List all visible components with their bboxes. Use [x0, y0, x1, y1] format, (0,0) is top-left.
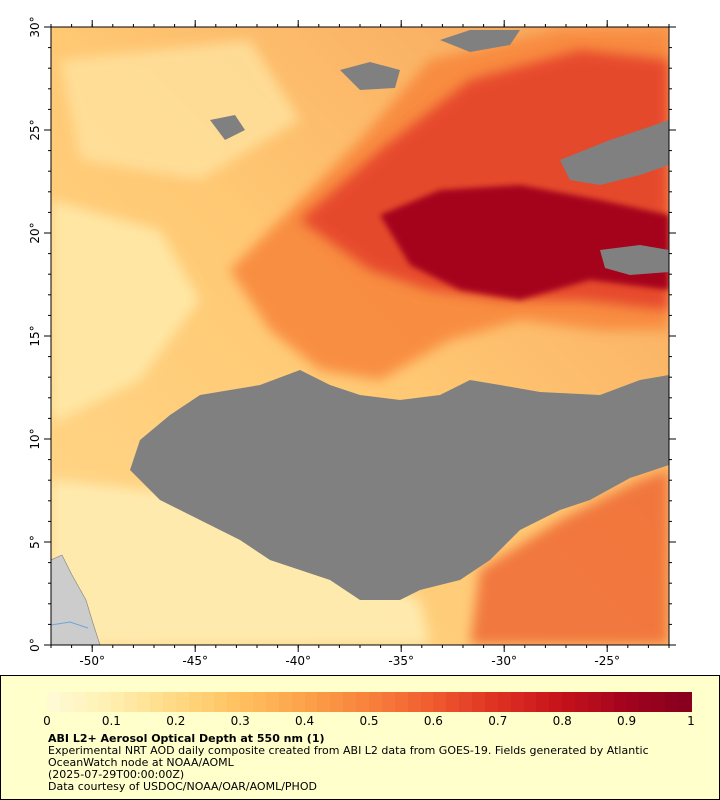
legend-description: Experimental NRT AOD daily composite cre…: [48, 744, 653, 769]
colorbar-bin: [472, 692, 486, 712]
colorbar-bin: [291, 692, 306, 712]
map-frame: 30° 25° 20° 15° 10° 5° 0° -50° -45° -40° -35° -30°…: [28, 16, 676, 668]
colorbar-tick-label: 0.4: [295, 714, 315, 728]
land-region: [51, 554, 101, 645]
colorbar: [47, 692, 692, 712]
colorbar-bin: [562, 692, 576, 712]
legend-date: (2025-07-29T00:00:00Z): [48, 768, 185, 781]
lat-tick-label: 5°: [28, 535, 42, 549]
colorbar-bin: [175, 692, 190, 712]
colorbar-bin: [59, 692, 74, 712]
colorbar-bin: [665, 692, 679, 712]
low-aod-region: [51, 480, 430, 645]
lon-tick-label: -45°: [182, 654, 208, 668]
colorbar-bin: [111, 692, 125, 712]
legend-title: ABI L2+ Aerosol Optical Depth at 550 nm …: [48, 732, 325, 745]
colorbar-tick-label: 0.8: [552, 714, 572, 728]
colorbar-bin: [536, 692, 550, 712]
no-data-region: [340, 62, 400, 90]
colorbar-bin: [72, 692, 87, 712]
aod-field: [51, 27, 669, 645]
colorbar-bin: [150, 692, 164, 712]
colorbar-bin: [47, 692, 61, 712]
colorbar-bin: [85, 692, 100, 712]
colorbar-bin: [188, 692, 203, 712]
colorbar-tick-label: 0.5: [359, 714, 379, 728]
longitude-axis: -50° -45° -40° -35° -30° -25°: [50, 20, 670, 668]
latitude-axis: 30° 25° 20° 15° 10° 5° 0°: [28, 16, 676, 652]
colorbar-bin: [497, 692, 512, 712]
colorbar-bin: [369, 692, 383, 712]
no-data-region: [600, 245, 669, 275]
colorbar-bin: [330, 692, 344, 712]
colorbar-bin: [626, 692, 641, 712]
colorbar-bin: [652, 692, 666, 712]
river: [51, 621, 89, 629]
legend-text: ABI L2+ Aerosol Optical Depth at 550 nm …: [48, 733, 708, 793]
lat-tick-label: 30°: [28, 16, 42, 37]
no-data-region: [130, 370, 669, 600]
colorbar-tick-label: 0.3: [230, 714, 250, 728]
colorbar-tick-label: 0.9: [617, 714, 637, 728]
lon-tick-label: -30°: [491, 654, 517, 668]
colorbar-bin: [446, 692, 460, 712]
colorbar-bin: [678, 692, 692, 712]
colorbar-bin: [343, 692, 357, 712]
colorbar-bin: [240, 692, 254, 712]
lon-tick-label: -50°: [79, 654, 105, 668]
no-data-region: [440, 30, 520, 52]
colorbar-bin: [227, 692, 241, 712]
colorbar-bin: [137, 692, 151, 712]
lon-tick-label: -35°: [388, 654, 414, 668]
colorbar-bin: [484, 692, 499, 712]
colorbar-tick-label: 0.1: [101, 714, 121, 728]
colorbar-tick-labels: 0 0.1 0.2 0.3 0.4 0.5 0.6 0.7 0.8 0.9 1: [1, 712, 719, 732]
lat-tick-label: 10°: [28, 428, 42, 449]
colorbar-bin: [214, 692, 228, 712]
low-aod-region: [51, 200, 200, 420]
colorbar-bin: [356, 692, 370, 712]
colorbar-bin: [317, 692, 331, 712]
lat-tick-label: 20°: [28, 222, 42, 243]
no-data-region: [560, 120, 669, 185]
colorbar-tick-label: 0.2: [166, 714, 186, 728]
colorbar-bin: [394, 692, 409, 712]
colorbar-tick-label: 0: [43, 714, 51, 728]
colorbar-tick-label: 0.7: [488, 714, 508, 728]
dust-plume-core: [380, 185, 669, 300]
lat-tick-label: 15°: [28, 325, 42, 346]
lon-tick-label: -25°: [594, 654, 620, 668]
colorbar-bin: [549, 692, 563, 712]
no-data-region: [210, 115, 245, 140]
colorbar-bin: [407, 692, 422, 712]
lat-tick-label: 0°: [28, 638, 42, 652]
colorbar-bin: [587, 692, 602, 712]
colorbar-bin: [523, 692, 538, 712]
colorbar-bin: [575, 692, 589, 712]
colorbar-bin: [98, 692, 113, 712]
lat-tick-label: 25°: [28, 119, 42, 140]
colorbar-bin: [600, 692, 615, 712]
colorbar-tick-label: 0.6: [423, 714, 443, 728]
colorbar-bin: [381, 692, 396, 712]
lon-tick-label: -40°: [285, 654, 311, 668]
colorbar-bin: [433, 692, 447, 712]
colorbar-bin: [639, 692, 653, 712]
low-aod-region: [60, 40, 300, 180]
colorbar-bin: [201, 692, 216, 712]
legend-credit: Data courtesy of USDOC/NOAA/OAR/AOML/PHO…: [48, 780, 317, 793]
colorbar-bin: [304, 692, 319, 712]
colorbar-bin: [253, 692, 267, 712]
colorbar-bin: [420, 692, 435, 712]
colorbar-bin: [510, 692, 525, 712]
colorbar-bin: [278, 692, 293, 712]
colorbar-bin: [265, 692, 280, 712]
colorbar-bin: [124, 692, 138, 712]
colorbar-bin: [162, 692, 177, 712]
colorbar-bin: [613, 692, 628, 712]
southeast-aod-region: [470, 470, 669, 645]
colorbar-tick-label: 1: [687, 714, 695, 728]
legend-panel: 0 0.1 0.2 0.3 0.4 0.5 0.6 0.7 0.8 0.9 1 ABI L2+ Ae…: [0, 675, 720, 800]
colorbar-bin: [459, 692, 473, 712]
